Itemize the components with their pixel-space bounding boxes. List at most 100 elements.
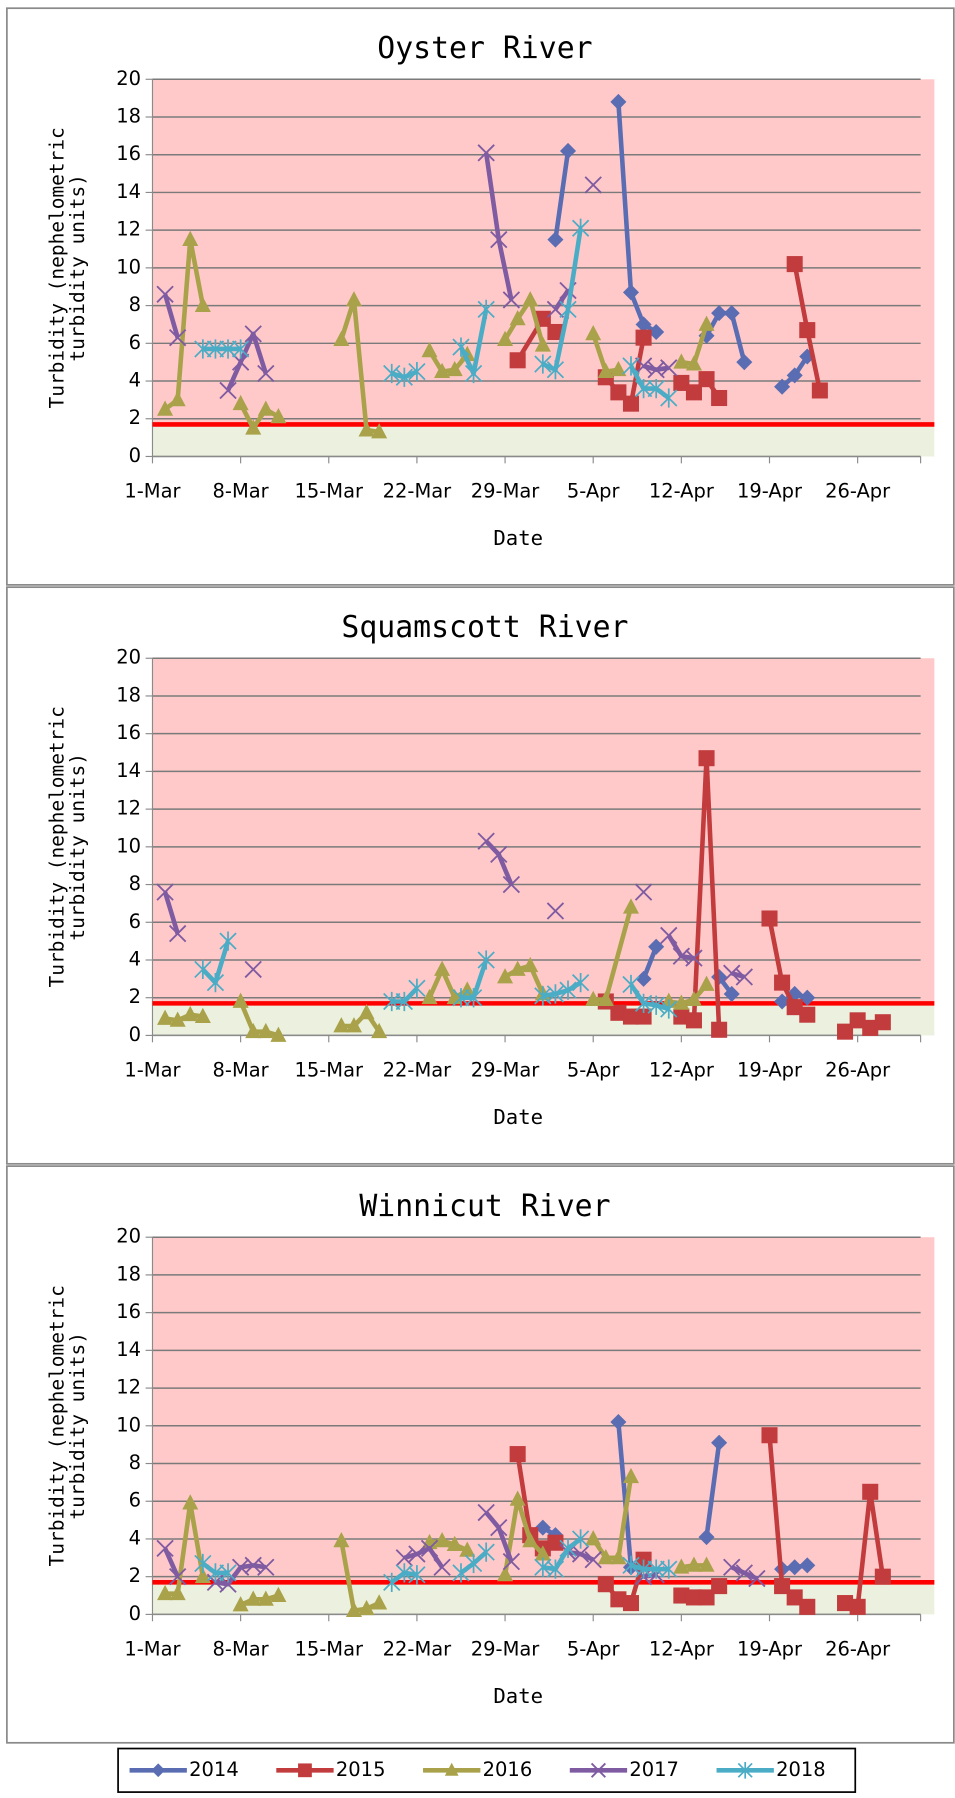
- marker-x: [723, 964, 741, 982]
- marker-x: [156, 1539, 174, 1558]
- marker-x: [156, 883, 174, 901]
- marker-triangle: [459, 1541, 476, 1557]
- x-tick-label: 15-Mar: [295, 1058, 364, 1081]
- marker-star: [571, 972, 590, 993]
- marker-star: [660, 999, 678, 1019]
- marker-x: [156, 285, 174, 303]
- marker-x: [571, 1545, 590, 1563]
- marker-triangle: [698, 975, 715, 991]
- marker-triangle: [182, 230, 199, 247]
- marker-star: [206, 1563, 225, 1583]
- marker-star: [464, 988, 483, 1008]
- marker-triangle: [194, 296, 211, 313]
- marker-star: [647, 995, 665, 1015]
- y-tick-label: 10: [116, 1413, 141, 1436]
- marker-x: [490, 230, 508, 249]
- marker-x: [584, 1551, 602, 1569]
- legend-label: 2018: [776, 1758, 826, 1781]
- marker-x: [660, 359, 678, 377]
- x-tick-label: 5-Apr: [567, 1058, 620, 1081]
- marker-x: [395, 1549, 413, 1567]
- x-tick-label: 1-Mar: [124, 1637, 180, 1660]
- marker-triangle: [182, 1494, 199, 1510]
- marker-triangle: [358, 1003, 375, 1020]
- marker-diamond: [610, 93, 627, 110]
- x-axis-label: Date: [493, 1105, 543, 1129]
- marker-star: [622, 974, 640, 995]
- marker-x: [244, 960, 262, 979]
- marker-star: [464, 363, 483, 384]
- marker-star: [634, 378, 653, 399]
- marker-square: [622, 1595, 640, 1612]
- marker-x: [685, 949, 703, 967]
- marker-triangle: [270, 1586, 287, 1602]
- y-tick-label: 6: [129, 910, 141, 933]
- marker-square: [874, 1568, 891, 1585]
- marker-triangle: [685, 1556, 702, 1572]
- x-axis-label: Date: [493, 1684, 543, 1708]
- marker-square: [509, 352, 526, 369]
- marker-triangle: [497, 330, 514, 346]
- marker-square: [685, 1589, 702, 1606]
- marker-triangle: [232, 394, 249, 411]
- marker-triangle: [522, 291, 539, 307]
- marker-star: [477, 299, 495, 319]
- marker-triangle: [157, 1584, 174, 1601]
- marker-triangle: [434, 1532, 451, 1548]
- marker-triangle: [446, 1535, 463, 1552]
- y-tick-label: 20: [116, 1225, 141, 1248]
- marker-triangle: [169, 391, 186, 407]
- x-tick-label: 29-Mar: [471, 1058, 540, 1081]
- marker-triangle: [434, 960, 451, 976]
- y-tick-label: 8: [129, 1451, 141, 1474]
- marker-triangle: [446, 360, 463, 377]
- marker-square: [711, 1021, 728, 1038]
- y-tick-label: 6: [129, 331, 141, 354]
- x-tick-label: 29-Mar: [471, 1637, 540, 1660]
- legend-label: 2017: [629, 1758, 679, 1781]
- x-tick-label: 19-Apr: [737, 1058, 802, 1081]
- marker-square: [761, 1427, 778, 1444]
- marker-star: [383, 1572, 401, 1592]
- marker-star: [383, 363, 401, 384]
- x-tick-label: 12-Apr: [649, 1637, 714, 1660]
- marker-triangle: [169, 1584, 186, 1601]
- marker-square: [811, 382, 828, 399]
- marker-star: [559, 1538, 577, 1559]
- x-tick-label: 19-Apr: [737, 480, 802, 503]
- marker-triangle: [673, 994, 690, 1010]
- marker-triangle: [585, 990, 602, 1007]
- marker-diamond: [799, 1557, 816, 1574]
- y-tick-label: 12: [116, 1376, 141, 1399]
- marker-star: [477, 1542, 495, 1562]
- marker-diamond: [736, 354, 753, 371]
- marker-star: [737, 1762, 753, 1779]
- marker-triangle: [182, 1005, 199, 1022]
- marker-triangle: [497, 968, 514, 984]
- marker-x: [748, 1569, 766, 1588]
- marker-diamond: [622, 284, 640, 301]
- marker-x: [168, 328, 187, 347]
- marker-x: [634, 357, 653, 375]
- marker-triangle: [421, 988, 438, 1005]
- marker-triangle: [444, 1762, 459, 1776]
- x-tick-label: 5-Apr: [567, 1637, 620, 1660]
- marker-star: [622, 356, 640, 376]
- marker-triangle: [194, 1567, 211, 1584]
- marker-square: [635, 1008, 652, 1025]
- x-tick-label: 1-Mar: [124, 1058, 180, 1081]
- y-tick-label: 0: [129, 1602, 141, 1625]
- marker-triangle: [597, 990, 614, 1007]
- marker-triangle: [245, 419, 262, 435]
- marker-x: [502, 875, 521, 894]
- marker-x: [433, 1558, 451, 1576]
- marker-triangle: [257, 400, 274, 416]
- x-tick-label: 8-Mar: [213, 1637, 269, 1660]
- y-tick-label: 20: [116, 67, 141, 90]
- marker-x: [546, 300, 565, 319]
- marker-star: [408, 361, 426, 382]
- marker-triangle: [257, 1590, 274, 1606]
- marker-star: [452, 988, 470, 1008]
